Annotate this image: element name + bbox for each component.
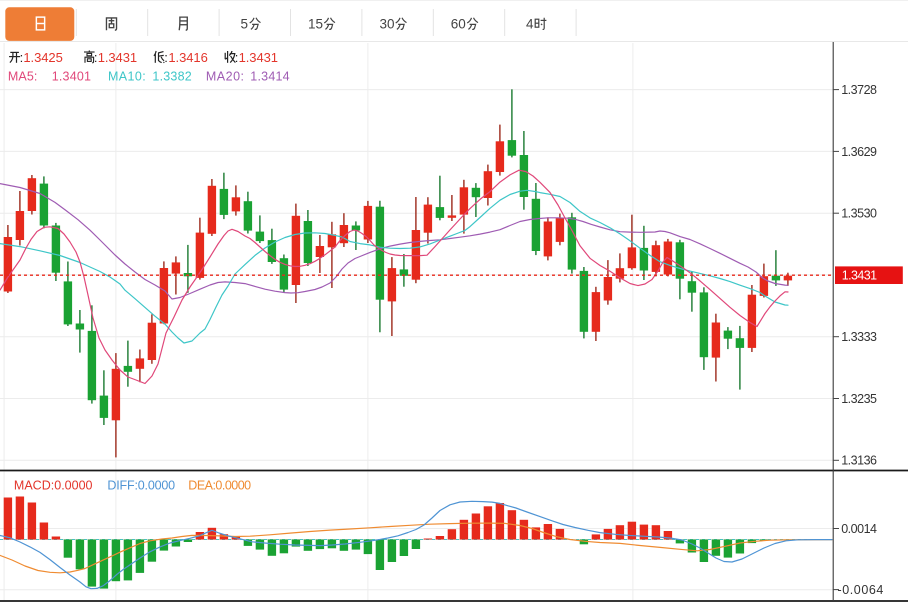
svg-text:1.3629: 1.3629	[841, 145, 877, 159]
svg-text:1.3530: 1.3530	[841, 207, 877, 221]
svg-text:1.3136: 1.3136	[841, 454, 877, 468]
svg-text:1.3235: 1.3235	[841, 392, 877, 406]
svg-text:DEA:0.0000: DEA:0.0000	[188, 478, 251, 492]
svg-text:1.3431: 1.3431	[239, 50, 278, 65]
svg-text:5: 5	[241, 17, 249, 32]
svg-text:1.3425: 1.3425	[23, 50, 62, 65]
svg-text:1.3333: 1.3333	[841, 330, 877, 344]
svg-text:1.3431: 1.3431	[842, 269, 877, 283]
svg-text:0.0014: 0.0014	[841, 522, 877, 536]
svg-text:15: 15	[308, 17, 323, 32]
svg-text:30: 30	[380, 17, 395, 32]
svg-text::: :	[20, 50, 24, 65]
svg-text::: :	[235, 50, 239, 65]
svg-text::: :	[164, 50, 168, 65]
svg-text:MA20:: MA20:	[206, 69, 244, 83]
svg-text:MACD:0.0000: MACD:0.0000	[14, 478, 93, 492]
svg-text:1.3414: 1.3414	[250, 69, 289, 83]
svg-text:1.3431: 1.3431	[98, 50, 137, 65]
svg-text:MA5:: MA5:	[8, 69, 38, 83]
svg-text:1.3382: 1.3382	[152, 69, 191, 83]
svg-text:4: 4	[526, 17, 534, 32]
svg-text::: :	[94, 50, 98, 65]
svg-text:60: 60	[451, 17, 466, 32]
svg-text:MA10:: MA10:	[108, 69, 146, 83]
svg-text:1.3401: 1.3401	[52, 69, 91, 83]
svg-text:1.3416: 1.3416	[168, 50, 207, 65]
svg-text:-0.0064: -0.0064	[838, 583, 884, 597]
svg-text:DIFF:0.0000: DIFF:0.0000	[107, 478, 175, 492]
svg-text:1.3728: 1.3728	[841, 83, 877, 97]
